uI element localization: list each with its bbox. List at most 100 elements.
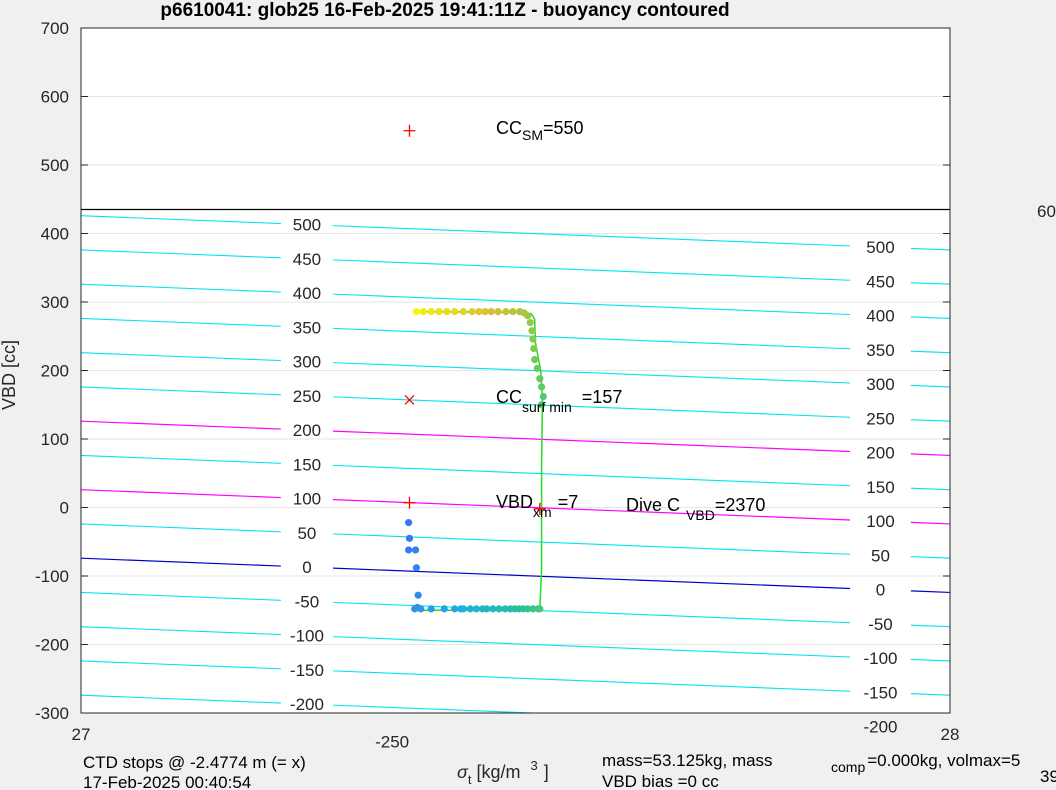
data-point — [526, 318, 534, 327]
data-point — [414, 591, 422, 599]
data-point — [451, 307, 459, 316]
y-tick-label: 600 — [41, 88, 69, 107]
data-point — [533, 364, 541, 373]
contour-line — [81, 523, 281, 533]
contour-label: 50 — [871, 546, 890, 565]
contour-line — [332, 362, 851, 384]
contour-line — [332, 327, 851, 350]
vbd-xm-annotation: VBDxm =7 — [496, 492, 578, 520]
tail-number-text: 39 — [1040, 767, 1056, 786]
contour-line — [81, 729, 281, 737]
contour-label: 150 — [866, 478, 894, 497]
contour-line — [910, 419, 950, 422]
contour-label: -100 — [290, 627, 324, 646]
data-point — [419, 307, 427, 316]
contour-line — [332, 464, 851, 487]
vbd-bias-text: VBD bias =0 cc — [602, 772, 719, 790]
data-point — [501, 605, 509, 613]
data-point — [528, 327, 536, 335]
contour-line — [910, 521, 950, 525]
contour-line — [81, 215, 281, 225]
data-point — [475, 307, 483, 316]
y-tick-label: -100 — [35, 567, 69, 586]
contour-line — [910, 384, 950, 388]
contour-label: -50 — [868, 615, 893, 634]
mass-comp-text: comp =0.000kg, volmax=5 — [831, 751, 1020, 775]
contour-label: 400 — [293, 284, 321, 303]
y-tick-label: -200 — [35, 636, 69, 655]
contour-line — [81, 283, 281, 293]
data-point — [537, 401, 546, 409]
contour-label: -50 — [295, 592, 320, 611]
ctd-stops-text: CTD stops @ -2.4774 m (= x) — [83, 753, 306, 772]
data-point — [417, 605, 425, 613]
contour-line — [332, 293, 851, 316]
data-point — [495, 605, 503, 613]
data-point — [412, 564, 421, 572]
data-point — [466, 605, 474, 613]
contour-line — [332, 670, 851, 692]
buoyancy-contours — [81, 215, 950, 737]
data-point — [489, 605, 497, 613]
contour-line — [332, 430, 851, 453]
data-point — [443, 307, 451, 316]
data-point — [516, 307, 524, 316]
contour-label: -150 — [290, 661, 324, 680]
contour-line — [81, 626, 281, 636]
plus-marker — [403, 496, 416, 509]
contour-label: 0 — [302, 558, 311, 577]
data-point — [451, 605, 459, 613]
contour-line — [910, 316, 950, 319]
contour-label: -200 — [290, 695, 324, 714]
contour-label: -200 — [863, 718, 897, 737]
x-tick-label: 27 — [72, 725, 91, 744]
data-point — [494, 307, 502, 316]
contour-line — [81, 317, 281, 327]
contour-line — [81, 454, 281, 464]
contour-label: 0 — [876, 581, 885, 600]
data-point — [411, 605, 419, 613]
contour-label: 500 — [866, 238, 894, 257]
data-point — [529, 605, 537, 613]
contour-label: -100 — [863, 649, 897, 668]
reference-line-label: 60 — [1037, 202, 1056, 221]
x-tick-label: 28 — [941, 725, 960, 744]
contour-line — [81, 591, 281, 601]
contour-label: -150 — [863, 683, 897, 702]
data-point — [537, 383, 546, 391]
contour-label: 300 — [293, 353, 321, 372]
contour-label: 200 — [293, 421, 321, 440]
data-point — [487, 307, 495, 316]
contour-label: 200 — [866, 444, 894, 463]
contour-line — [332, 259, 851, 281]
contour-label: 300 — [866, 375, 894, 394]
contour-line — [910, 556, 950, 559]
contour-line — [81, 352, 281, 362]
data-point — [435, 307, 443, 316]
data-point — [468, 307, 476, 316]
contour-line — [332, 704, 547, 713]
contour-line — [332, 396, 851, 418]
data-point — [440, 605, 448, 613]
contour-line — [81, 694, 281, 704]
contour-line — [910, 693, 950, 696]
data-point — [411, 546, 420, 554]
contour-line — [910, 590, 950, 594]
contour-line — [332, 567, 851, 590]
contour-label: 350 — [293, 318, 321, 337]
y-tick-label: 0 — [60, 499, 69, 518]
contour-line — [81, 660, 281, 670]
contour-label: 450 — [293, 250, 321, 269]
contour-label: -250 — [375, 733, 409, 752]
data-point — [472, 605, 480, 613]
y-tick-label: 300 — [41, 293, 69, 312]
chart-title: p6610041: glob25 16-Feb-2025 19:41:11Z -… — [160, 0, 729, 21]
contour-line — [81, 557, 281, 567]
contour-label: 100 — [866, 512, 894, 531]
contour-line — [81, 420, 281, 430]
y-tick-label: 100 — [41, 430, 69, 449]
data-point — [536, 375, 544, 383]
contour-label: 250 — [866, 409, 894, 428]
data-point — [502, 307, 510, 316]
contour-line — [910, 350, 950, 354]
